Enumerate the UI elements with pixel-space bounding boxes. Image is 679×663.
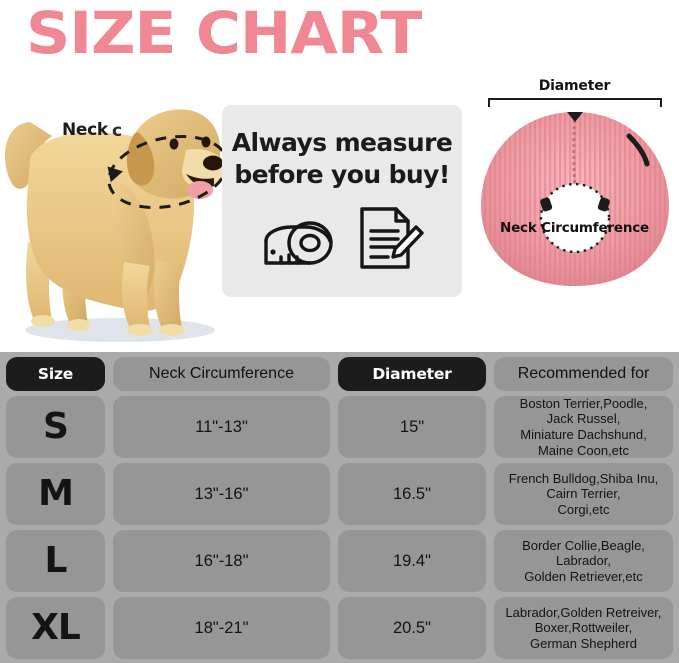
cell-diameter: 19.4" bbox=[338, 530, 486, 592]
header-cell-recommended-for: Recommended for bbox=[494, 357, 673, 391]
cell-size: L bbox=[6, 530, 105, 592]
neck-value: 13"-16" bbox=[194, 484, 249, 503]
cell-recommended-for: Labrador,Golden Retreiver, Boxer,Rottwei… bbox=[494, 597, 673, 659]
recommended-value: Labrador,Golden Retreiver, Boxer,Rottwei… bbox=[505, 604, 662, 651]
neck-value: 16"-18" bbox=[194, 551, 249, 570]
neck-value: 11"-13" bbox=[195, 417, 248, 436]
neck-value: 18"-21" bbox=[194, 618, 249, 637]
header-label-size: Size bbox=[37, 365, 74, 383]
diameter-value: 19.4" bbox=[393, 551, 431, 570]
table-header-row: Size Neck Circumference Diameter Recomme… bbox=[6, 357, 673, 391]
cell-neck-circumference: 11"-13" bbox=[113, 396, 330, 458]
recommended-value: Boston Terrier,Poodle, Jack Russel, Mini… bbox=[519, 395, 648, 458]
size-table: Size Neck Circumference Diameter Recomme… bbox=[0, 352, 679, 663]
table-row: S 11"-13" 15" Boston Terrier,Poodle, Jac… bbox=[6, 396, 673, 458]
cell-recommended-for: Border Collie,Beagle, Labrador, Golden R… bbox=[494, 530, 673, 592]
product-photo: Diameter bbox=[470, 78, 679, 338]
header-label-diameter: Diameter bbox=[372, 365, 452, 383]
dog-illustration bbox=[0, 62, 232, 347]
cell-size: M bbox=[6, 463, 105, 525]
size-value: XL bbox=[31, 607, 81, 648]
cell-size: S bbox=[6, 396, 105, 458]
diameter-value: 20.5" bbox=[393, 618, 431, 637]
header-cell-diameter: Diameter bbox=[338, 357, 486, 391]
cell-recommended-for: French Bulldog,Shiba Inu, Cairn Terrier,… bbox=[494, 463, 673, 525]
measure-reminder-card: Always measure before you buy! bbox=[222, 105, 462, 297]
header-cell-neck-circumference: Neck Circumference bbox=[113, 357, 330, 391]
cell-neck-circumference: 13"-16" bbox=[113, 463, 330, 525]
page-title: SIZE CHART bbox=[26, 0, 422, 67]
table-row: M 13"-16" 16.5" French Bulldog,Shiba Inu… bbox=[6, 463, 673, 525]
cell-neck-circumference: 18"-21" bbox=[113, 597, 330, 659]
header-label-recommended-for: Recommended for bbox=[517, 365, 650, 382]
document-pencil-icon bbox=[356, 205, 424, 276]
neck-circumference-label: Neck Circumference bbox=[499, 220, 650, 236]
reminder-icons bbox=[222, 205, 462, 276]
table-row: L 16"-18" 19.4" Border Collie,Beagle, La… bbox=[6, 530, 673, 592]
diameter-label: Diameter bbox=[538, 78, 611, 94]
cell-diameter: 16.5" bbox=[338, 463, 486, 525]
recommended-value: Border Collie,Beagle, Labrador, Golden R… bbox=[522, 537, 645, 584]
size-value: S bbox=[43, 406, 69, 447]
cell-recommended-for: Boston Terrier,Poodle, Jack Russel, Mini… bbox=[494, 396, 673, 458]
diameter-value: 16.5" bbox=[393, 484, 431, 503]
cell-diameter: 15" bbox=[338, 396, 486, 458]
reminder-line-1: Always measure bbox=[231, 128, 453, 157]
dog-neck-label: Neck bbox=[62, 120, 108, 140]
header-label-neck-circumference: Neck Circumference bbox=[149, 365, 294, 382]
tape-measure-icon bbox=[260, 207, 334, 274]
cell-diameter: 20.5" bbox=[338, 597, 486, 659]
cell-neck-circumference: 16"-18" bbox=[113, 530, 330, 592]
table-row: XL 18"-21" 20.5" Labrador,Golden Retreiv… bbox=[6, 597, 673, 659]
diameter-value: 15" bbox=[399, 417, 425, 436]
header-cell-size: Size bbox=[6, 357, 105, 391]
cell-size: XL bbox=[6, 597, 105, 659]
reminder-line-2: before you buy! bbox=[234, 160, 450, 189]
diameter-bracket bbox=[488, 98, 662, 107]
size-value: M bbox=[38, 473, 74, 514]
size-value: L bbox=[44, 540, 68, 581]
inflatable-collar-image bbox=[479, 106, 671, 291]
measure-reminder-text: Always measure before you buy! bbox=[222, 127, 462, 191]
neck-label-partial: c bbox=[112, 121, 123, 141]
recommended-value: French Bulldog,Shiba Inu, Cairn Terrier,… bbox=[508, 470, 659, 517]
